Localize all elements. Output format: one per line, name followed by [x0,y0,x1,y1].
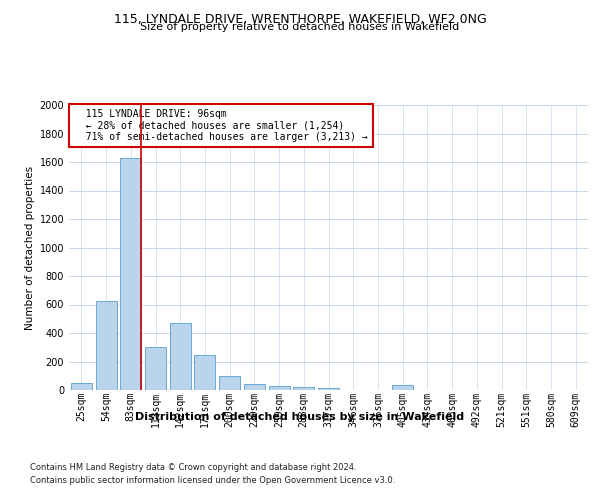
Y-axis label: Number of detached properties: Number of detached properties [25,166,35,330]
Bar [71,383,92,390]
Bar [392,385,413,390]
Bar [95,301,116,390]
Bar [269,386,290,390]
Bar [145,347,166,390]
Text: Size of property relative to detached houses in Wakefield: Size of property relative to detached ho… [140,22,460,32]
Text: Contains HM Land Registry data © Crown copyright and database right 2024.: Contains HM Land Registry data © Crown c… [30,462,356,471]
Text: 115 LYNDALE DRIVE: 96sqm
  ← 28% of detached houses are smaller (1,254)
  71% of: 115 LYNDALE DRIVE: 96sqm ← 28% of detach… [74,110,368,142]
Bar [219,376,240,390]
Text: Contains public sector information licensed under the Open Government Licence v3: Contains public sector information licen… [30,476,395,485]
Bar [318,388,339,390]
Bar [244,384,265,390]
Bar [194,355,215,390]
Bar [120,158,141,390]
Text: 115, LYNDALE DRIVE, WRENTHORPE, WAKEFIELD, WF2 0NG: 115, LYNDALE DRIVE, WRENTHORPE, WAKEFIEL… [113,12,487,26]
Bar [293,387,314,390]
Bar [170,323,191,390]
Text: Distribution of detached houses by size in Wakefield: Distribution of detached houses by size … [136,412,464,422]
